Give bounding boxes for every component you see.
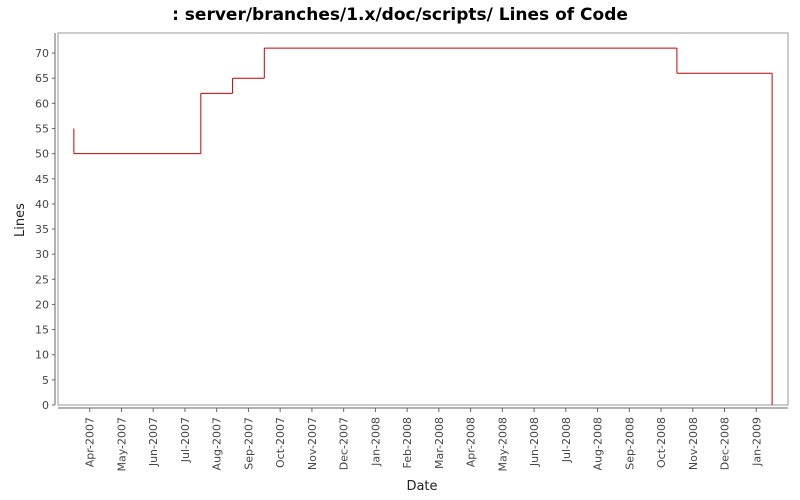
x-tick-label: May-2008 <box>496 417 509 472</box>
y-tick-label: 70 <box>35 47 49 60</box>
x-tick-label: Oct-2007 <box>274 417 287 468</box>
y-tick-label: 40 <box>35 198 49 211</box>
y-tick-label: 30 <box>35 248 49 261</box>
x-tick-label: Jun-2007 <box>147 417 160 467</box>
y-tick-label: 25 <box>35 273 49 286</box>
x-tick-label: Jan-2008 <box>369 417 382 467</box>
plot-area <box>57 32 789 406</box>
x-tick-label: Jun-2008 <box>528 417 541 467</box>
y-tick-label: 45 <box>35 173 49 186</box>
x-tick-label: Apr-2007 <box>84 417 97 467</box>
y-tick-label: 20 <box>35 298 49 311</box>
y-tick-label: 10 <box>35 349 49 362</box>
y-axis-label: Lines <box>13 203 28 237</box>
x-tick-label: Jul-2007 <box>179 417 192 463</box>
x-tick-label: Nov-2007 <box>306 417 319 470</box>
x-tick-label: Mar-2008 <box>433 417 446 469</box>
x-tick-label: Feb-2008 <box>401 417 414 468</box>
x-axis-label: Date <box>406 479 437 494</box>
y-tick-label: 35 <box>35 223 49 236</box>
x-tick-label: Dec-2007 <box>338 417 351 470</box>
x-tick-label: Apr-2008 <box>465 417 478 467</box>
x-tick-label: Sep-2008 <box>623 417 636 470</box>
x-tick-label: Dec-2008 <box>719 417 732 470</box>
y-tick-label: 15 <box>35 324 49 337</box>
y-tick-label: 55 <box>35 123 49 136</box>
x-tick-label: Jan-2009 <box>750 417 763 467</box>
y-tick-label: 0 <box>42 399 49 412</box>
x-tick-label: Nov-2008 <box>687 417 700 470</box>
y-tick-label: 60 <box>35 97 49 110</box>
x-tick-label: Aug-2008 <box>592 417 605 470</box>
x-tick-label: Oct-2008 <box>655 417 668 468</box>
x-tick-label: Aug-2007 <box>211 417 224 470</box>
chart-title: : server/branches/1.x/doc/scripts/ Lines… <box>172 5 628 25</box>
x-tick-label: May-2007 <box>115 417 128 472</box>
x-tick-label: Jul-2008 <box>560 417 573 463</box>
y-tick-label: 50 <box>35 148 49 161</box>
y-tick-label: 65 <box>35 72 49 85</box>
y-tick-label: 5 <box>42 374 49 387</box>
x-tick-label: Sep-2007 <box>242 417 255 470</box>
